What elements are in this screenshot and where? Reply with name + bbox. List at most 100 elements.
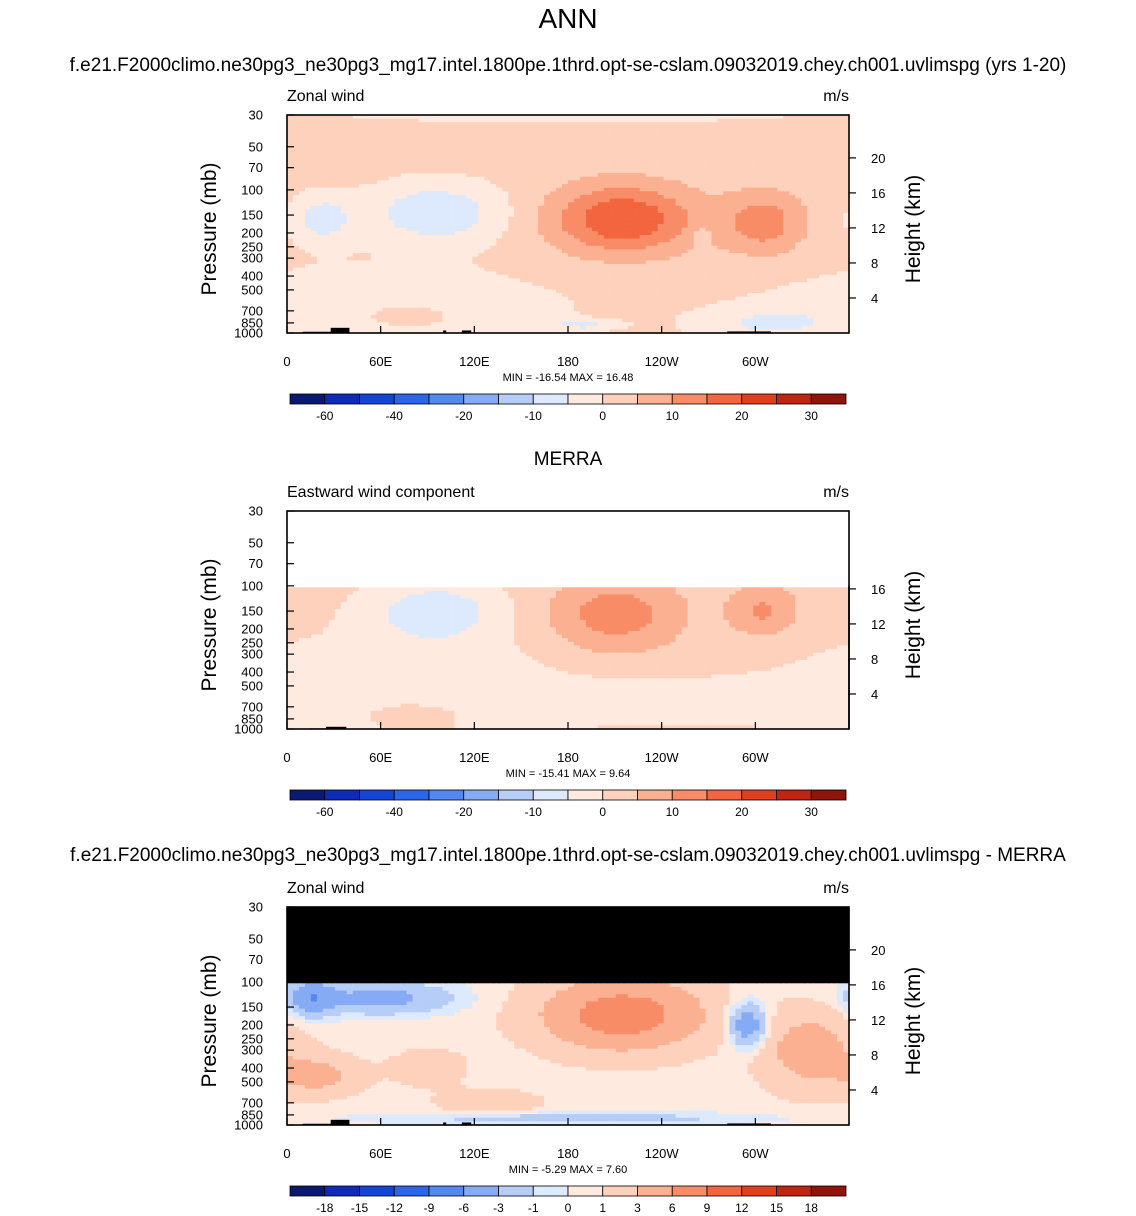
field-cell	[657, 263, 665, 269]
field-cell	[837, 125, 844, 131]
field-cell	[609, 300, 617, 305]
field-cell	[699, 227, 707, 232]
field-cell	[388, 198, 396, 203]
field-cell	[717, 263, 725, 269]
field-cell	[591, 140, 599, 145]
field-cell	[591, 184, 599, 189]
field-cell	[819, 194, 826, 200]
field-cell	[526, 278, 533, 283]
field-cell	[795, 165, 802, 171]
field-cell	[334, 187, 342, 192]
field-cell	[292, 198, 300, 203]
field-cell	[645, 184, 653, 189]
field-cell	[514, 289, 521, 294]
field-cell	[460, 227, 467, 232]
field-cell	[819, 129, 826, 134]
field-cell	[568, 263, 575, 269]
field-cell	[633, 271, 641, 276]
field-cell	[334, 136, 342, 142]
field-cell	[418, 245, 426, 251]
field-cell	[789, 271, 796, 276]
field-cell	[460, 173, 467, 178]
field-cell	[735, 256, 742, 261]
field-cell	[675, 136, 683, 142]
field-cell	[448, 234, 456, 240]
field-cell	[316, 285, 324, 290]
field-cell	[693, 194, 701, 200]
field-cell	[484, 205, 491, 211]
field-cell	[663, 289, 671, 294]
field-cell	[597, 129, 605, 134]
field-cell	[544, 180, 551, 185]
field-cell	[675, 263, 683, 269]
field-cell	[376, 136, 384, 142]
field-cell	[472, 303, 479, 309]
field-cell	[358, 282, 366, 287]
field-cell	[771, 118, 778, 123]
field-cell	[340, 118, 348, 123]
field-cell	[603, 267, 611, 272]
field-cell	[364, 133, 372, 138]
field-cell	[831, 151, 838, 156]
field-cell	[502, 234, 509, 240]
field-cell	[579, 165, 587, 171]
field-cell	[609, 242, 617, 247]
field-cell	[484, 180, 491, 185]
field-cell	[837, 180, 844, 185]
field-cell	[406, 118, 414, 123]
field-cell	[508, 256, 515, 261]
field-cell	[807, 238, 814, 243]
field-cell	[496, 176, 503, 181]
field-cell	[645, 220, 653, 225]
field-cell	[651, 205, 659, 211]
field-cell	[412, 165, 420, 171]
field-cell	[813, 173, 820, 178]
field-cell	[532, 289, 539, 294]
field-cell	[633, 267, 641, 272]
field-cell	[316, 194, 324, 200]
field-cell	[406, 227, 414, 232]
field-cell	[621, 263, 629, 269]
field-cell	[502, 267, 509, 272]
field-cell	[424, 296, 432, 301]
field-cell	[400, 242, 408, 247]
field-cell	[633, 205, 641, 211]
field-cell	[490, 144, 497, 149]
field-cell	[591, 271, 599, 276]
field-cell	[406, 300, 414, 305]
field-cell	[478, 162, 485, 167]
field-cell	[526, 249, 533, 254]
field-cell	[400, 173, 408, 178]
field-cell	[340, 173, 348, 178]
field-cell	[418, 253, 426, 258]
field-cell	[454, 118, 461, 123]
field-cell	[436, 122, 444, 127]
field-cell	[603, 118, 611, 123]
field-cell	[550, 303, 557, 309]
field-cell	[406, 216, 414, 221]
field-cell	[508, 260, 515, 265]
field-cell	[705, 296, 713, 301]
field-cell	[843, 267, 850, 272]
field-cell	[430, 213, 438, 218]
field-cell	[729, 256, 737, 261]
field-cell	[777, 274, 784, 280]
field-cell	[669, 296, 677, 301]
field-cell	[442, 169, 450, 174]
field-cell	[316, 173, 324, 178]
field-cell	[759, 274, 766, 280]
field-cell	[711, 213, 719, 218]
field-cell	[400, 224, 408, 229]
field-cell	[573, 267, 581, 272]
field-cell	[382, 285, 390, 290]
field-cell	[460, 162, 467, 167]
field-cell	[759, 140, 766, 145]
field-cell	[681, 285, 689, 290]
field-cell	[627, 165, 635, 171]
field-cell	[418, 194, 426, 200]
field-cell	[538, 224, 545, 229]
field-cell	[544, 136, 551, 142]
field-cell	[298, 285, 306, 290]
field-cell	[681, 220, 689, 225]
field-cell	[783, 180, 790, 185]
